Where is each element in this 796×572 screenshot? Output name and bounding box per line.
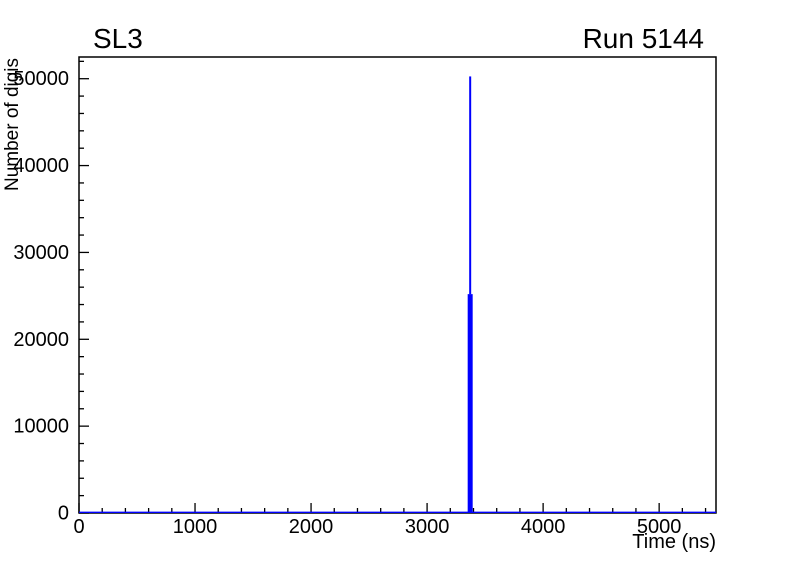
svg-text:30000: 30000 — [13, 242, 69, 264]
svg-text:10000: 10000 — [13, 416, 69, 438]
svg-text:5000: 5000 — [637, 516, 682, 538]
svg-text:SL3: SL3 — [93, 23, 143, 54]
svg-text:2000: 2000 — [289, 516, 334, 538]
svg-text:Run 5144: Run 5144 — [583, 23, 704, 54]
svg-text:0: 0 — [73, 516, 84, 538]
svg-text:50000: 50000 — [13, 68, 69, 90]
svg-text:1000: 1000 — [173, 516, 218, 538]
svg-text:40000: 40000 — [13, 155, 69, 177]
svg-text:3000: 3000 — [405, 516, 450, 538]
svg-text:20000: 20000 — [13, 329, 69, 351]
svg-text:0: 0 — [58, 503, 69, 525]
svg-text:4000: 4000 — [521, 516, 566, 538]
